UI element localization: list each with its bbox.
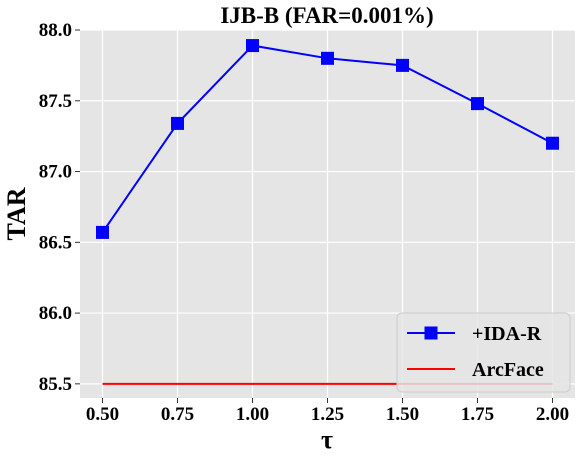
y-axis-label: TAR — [2, 187, 31, 240]
x-tick-label: 0.75 — [161, 404, 194, 425]
y-tick-label: 87.0 — [39, 162, 72, 183]
data-point — [96, 225, 109, 239]
data-point — [471, 97, 484, 111]
y-tick-label: 85.5 — [39, 374, 72, 395]
y-tick-label: 86.0 — [39, 303, 72, 324]
x-axis-label: τ — [321, 425, 333, 454]
chart-title: IJB-B (FAR=0.001%) — [220, 3, 433, 28]
x-tick-label: 1.25 — [311, 404, 344, 425]
data-point — [396, 58, 409, 72]
y-tick-label: 87.5 — [39, 91, 72, 112]
y-tick-label: 86.5 — [39, 232, 72, 253]
legend-label: +IDA-R — [472, 323, 542, 345]
x-tick-label: 1.75 — [461, 404, 494, 425]
y-tick-label: 88.0 — [39, 20, 72, 41]
tick-labels: 0.50 0.75 1.00 1.25 1.50 1.75 2.00 85.5 86.0 86.5… — [39, 20, 569, 425]
x-tick-label: 2.00 — [536, 404, 569, 425]
legend-label: ArcFace — [472, 359, 544, 381]
x-tick-label: 1.00 — [236, 404, 269, 425]
data-point — [246, 39, 259, 53]
legend-swatch-marker — [424, 326, 438, 340]
x-tick-label: 1.50 — [386, 404, 419, 425]
x-tick-label: 0.50 — [86, 404, 119, 425]
data-point — [546, 136, 559, 150]
data-point — [321, 51, 334, 65]
legend: +IDA-R ArcFace — [396, 312, 571, 393]
data-point — [171, 116, 184, 130]
